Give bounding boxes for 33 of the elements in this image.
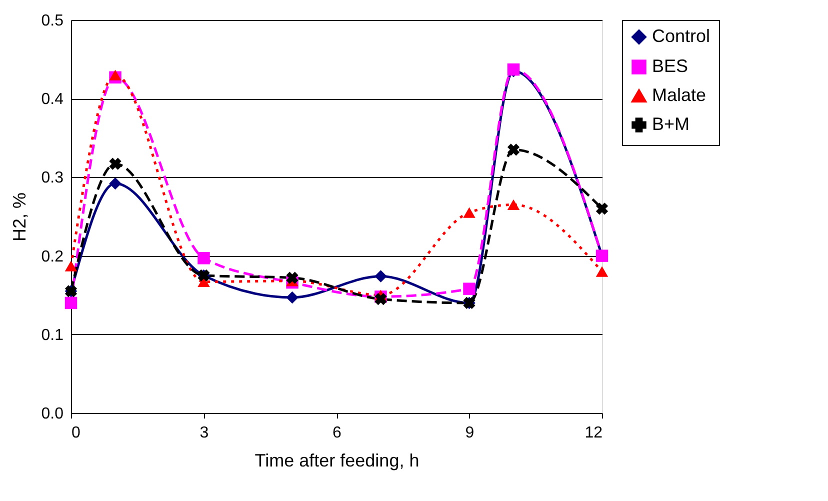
x-tick-label: 0 (72, 424, 80, 442)
point (596, 202, 608, 215)
x-tick-label: 6 (332, 424, 342, 442)
x-tick-label: 3 (200, 424, 209, 442)
y-tick-label: 0.4 (41, 91, 64, 108)
point (64, 260, 78, 272)
y-axis-title: H2, % (9, 192, 30, 242)
y-tick-label: 0.0 (41, 406, 64, 422)
y-tick-label: 0.2 (41, 248, 64, 266)
y-tick-label: 0.5 (41, 12, 64, 30)
x-axis-title: Time after feeding, h (254, 450, 420, 470)
point (109, 177, 122, 190)
point (109, 158, 122, 170)
legend-label: Control (652, 26, 710, 46)
point (507, 144, 520, 156)
x-tick-label: 9 (465, 424, 474, 442)
point (109, 70, 122, 80)
x-tick-label: 12 (584, 424, 603, 442)
point (463, 207, 476, 218)
legend-label: BES (652, 56, 688, 76)
point (463, 282, 476, 295)
point (198, 252, 210, 264)
legend-label: B+M (652, 114, 690, 134)
point (507, 199, 520, 210)
point (64, 296, 78, 310)
y-tick-label: 0.3 (41, 170, 64, 187)
point (374, 292, 387, 306)
point (286, 272, 298, 284)
point (374, 270, 387, 282)
y-tick-label: 0.1 (41, 326, 64, 344)
legend-label: Malate (652, 85, 706, 105)
point (286, 291, 298, 304)
point (596, 266, 608, 277)
